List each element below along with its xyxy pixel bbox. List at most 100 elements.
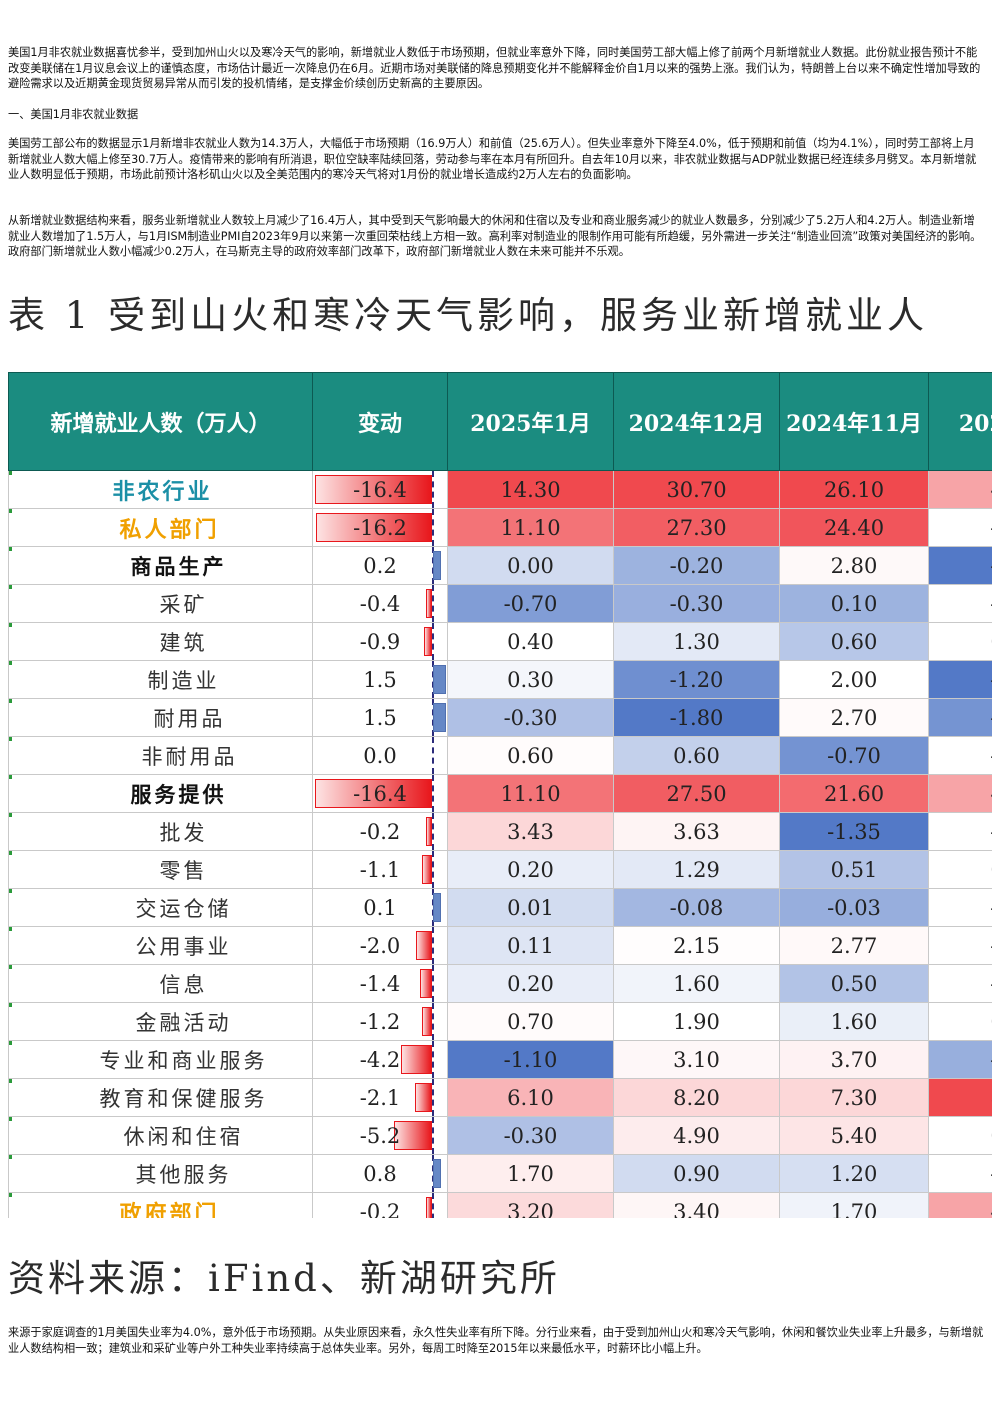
row-label: 金融活动 bbox=[135, 1010, 232, 1035]
value-cell: 4. bbox=[928, 774, 992, 813]
change-bar bbox=[426, 817, 432, 846]
change-value: -16.4 bbox=[353, 781, 407, 806]
value-cell: -0 bbox=[928, 964, 992, 1003]
value-cell: 0.01 bbox=[447, 888, 614, 927]
value-cell: -5 bbox=[928, 660, 992, 699]
jobs-table: 新增就业人数（万人） 变动 2025年1月 2024年12月 2024年11月 … bbox=[8, 372, 992, 1218]
table-row: 其他服务 0.8 1.700.901.20-0 bbox=[8, 1154, 992, 1193]
section-heading: 一、美国1月非农就业数据 bbox=[8, 108, 139, 121]
change-cell: -2.1 bbox=[312, 1078, 448, 1117]
change-axis bbox=[432, 471, 434, 508]
row-label-cell: 其他服务 bbox=[8, 1154, 313, 1193]
change-cell: -16.4 bbox=[312, 470, 448, 509]
change-value: -1.4 bbox=[359, 971, 401, 996]
value-cell: 0.50 bbox=[779, 964, 929, 1003]
col-header-change: 变动 bbox=[312, 372, 448, 471]
col-header-2024-dec: 2024年12月 bbox=[613, 372, 780, 471]
change-axis bbox=[432, 1079, 434, 1116]
value-cell: -1.10 bbox=[447, 1040, 614, 1079]
change-bar bbox=[393, 1121, 432, 1150]
table-row: 批发 -0.2 3.433.63-1.35-0 bbox=[8, 812, 992, 851]
value-cell: -0 bbox=[928, 888, 992, 927]
value-cell: 4. bbox=[928, 1192, 992, 1218]
value-cell: 0.20 bbox=[447, 964, 614, 1003]
value-cell: 26.10 bbox=[779, 470, 929, 509]
row-label: 批发 bbox=[159, 820, 208, 845]
change-value: 0.1 bbox=[363, 895, 397, 920]
value-cell: 0.11 bbox=[447, 926, 614, 965]
col-header-2025-jan: 2025年1月 bbox=[447, 372, 614, 471]
change-cell: 1.5 bbox=[312, 698, 448, 737]
change-bar bbox=[400, 1045, 432, 1074]
value-cell: 2.15 bbox=[613, 926, 780, 965]
row-label-cell: 公用事业 bbox=[8, 926, 313, 965]
change-value: -0.2 bbox=[359, 819, 401, 844]
value-cell: 0. bbox=[928, 1116, 992, 1155]
row-label: 其他服务 bbox=[135, 1162, 232, 1187]
value-cell: 3.43 bbox=[447, 812, 614, 851]
change-axis bbox=[432, 851, 434, 888]
change-axis bbox=[432, 737, 434, 774]
intro-paragraph: 美国1月非农就业数据喜忧参半，受到加州山火以及寒冷天气的影响，新增就业人数低于市… bbox=[8, 46, 981, 91]
col-header-2024-nov: 2024年11月 bbox=[779, 372, 929, 471]
row-label: 建筑 bbox=[159, 630, 208, 655]
value-cell: -0 bbox=[928, 736, 992, 775]
change-cell: -0.4 bbox=[312, 584, 448, 623]
row-label: 专业和商业服务 bbox=[99, 1048, 268, 1073]
row-label: 商品生产 bbox=[130, 553, 227, 579]
change-value: 0.0 bbox=[363, 743, 397, 768]
value-cell: 0.70 bbox=[447, 1002, 614, 1041]
value-cell: 5.40 bbox=[779, 1116, 929, 1155]
change-value: 0.8 bbox=[363, 1161, 397, 1186]
row-label-cell: 商品生产 bbox=[8, 546, 313, 585]
value-cell: 30.70 bbox=[613, 470, 780, 509]
change-value: -16.2 bbox=[353, 515, 407, 540]
value-cell: 4. bbox=[928, 470, 992, 509]
row-label-cell: 休闲和住宿 bbox=[8, 1116, 313, 1155]
change-cell: -1.4 bbox=[312, 964, 448, 1003]
table-row: 休闲和住宿 -5.2 -0.304.905.400. bbox=[8, 1116, 992, 1155]
row-label-cell: 非耐用品 bbox=[8, 736, 313, 775]
value-cell: 0.51 bbox=[779, 850, 929, 889]
value-cell: -0 bbox=[928, 508, 992, 547]
change-axis bbox=[432, 1003, 434, 1040]
value-cell: 21.60 bbox=[779, 774, 929, 813]
change-axis bbox=[432, 927, 434, 964]
change-axis bbox=[432, 775, 434, 812]
change-value: 1.5 bbox=[363, 667, 397, 692]
change-value: 1.5 bbox=[363, 705, 397, 730]
value-cell: 0. bbox=[928, 850, 992, 889]
value-cell: 11.10 bbox=[447, 774, 614, 813]
change-bar bbox=[415, 931, 432, 960]
table-row: 交运仓储 0.1 0.01-0.08-0.03-0 bbox=[8, 888, 992, 927]
value-cell: 7.30 bbox=[779, 1078, 929, 1117]
row-label: 教育和保健服务 bbox=[99, 1086, 268, 1111]
table-row: 公用事业 -2.0 0.112.152.77-0 bbox=[8, 926, 992, 965]
row-label: 交运仓储 bbox=[135, 896, 232, 921]
row-label-cell: 政府部门 bbox=[8, 1192, 313, 1218]
change-bar bbox=[433, 893, 441, 922]
change-bar bbox=[415, 1083, 432, 1112]
row-label-cell: 交运仓储 bbox=[8, 888, 313, 927]
value-cell: 11.10 bbox=[447, 508, 614, 547]
row-label-cell: 零售 bbox=[8, 850, 313, 889]
value-cell: 27.30 bbox=[613, 508, 780, 547]
value-cell: 1.30 bbox=[613, 622, 780, 661]
value-cell: 3.20 bbox=[447, 1192, 614, 1218]
value-cell: -0 bbox=[928, 812, 992, 851]
value-cell: 0.60 bbox=[613, 736, 780, 775]
change-bar bbox=[426, 589, 432, 618]
change-cell: -4.2 bbox=[312, 1040, 448, 1079]
change-axis bbox=[432, 1193, 434, 1218]
row-label: 采矿 bbox=[159, 592, 208, 617]
value-cell: 1.20 bbox=[779, 1154, 929, 1193]
value-cell: 1.70 bbox=[779, 1192, 929, 1218]
value-cell: 27.50 bbox=[613, 774, 780, 813]
value-cell: -0.70 bbox=[779, 736, 929, 775]
row-label-cell: 服务提供 bbox=[8, 774, 313, 813]
change-value: -1.2 bbox=[359, 1009, 401, 1034]
change-bar bbox=[315, 475, 432, 504]
